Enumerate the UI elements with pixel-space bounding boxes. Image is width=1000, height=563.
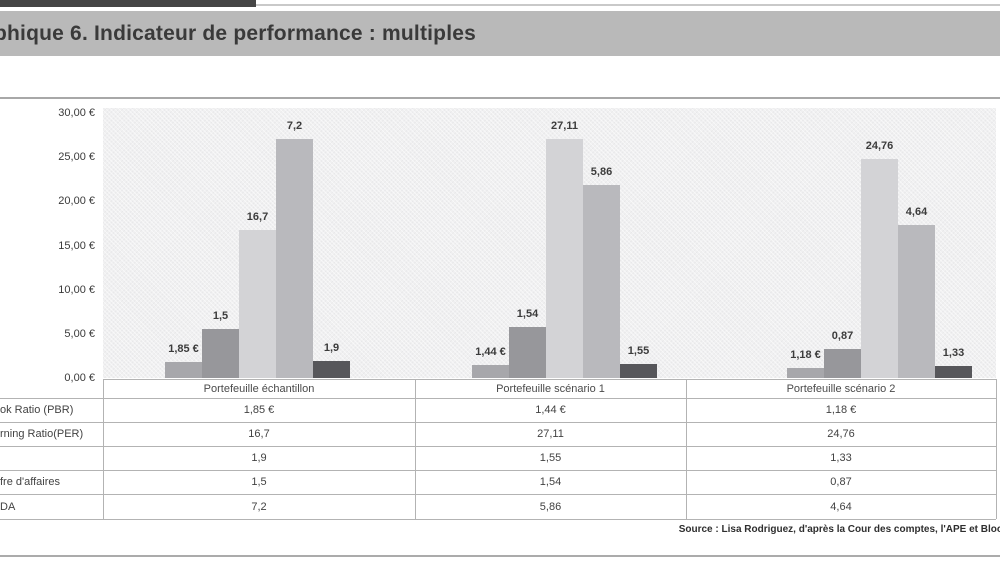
bar-s4-group1	[276, 139, 313, 378]
table-row-label: fre d'affaires	[0, 476, 60, 488]
table-row-label: rning Ratio(PER)	[0, 428, 84, 440]
bar-value-label: 16,7	[246, 211, 269, 223]
table-value-cell: 1,85 €	[243, 404, 275, 416]
chart-title: phique 6. Indicateur de performance : mu…	[0, 22, 476, 45]
top-rule	[0, 4, 1000, 6]
table-border-h	[0, 446, 996, 447]
bar-s5-group1	[313, 361, 350, 378]
bar-s4-group2	[583, 185, 620, 378]
table-row-label: DA	[0, 501, 16, 513]
source-caption: Source : Lisa Rodriguez, d'après la Cour…	[678, 524, 1000, 535]
plot-area: 1,85 € 1,5 16,7 7,2 1,9 1,44 € 1,54 27,11 5,86 1,…	[103, 108, 996, 378]
y-axis-tick-label: 5,00 €	[64, 327, 95, 340]
table-value-cell: 0,87	[830, 476, 852, 488]
table-value-cell: 1,54	[539, 476, 562, 488]
table-value-cell: 1,18 €	[825, 404, 857, 416]
bar-s1-group1	[165, 362, 202, 378]
bar-value-label: 1,5	[212, 310, 229, 322]
table-value-cell: 1,9	[251, 452, 267, 464]
table-value-cell: 4,64	[830, 501, 852, 513]
bar-s3-group2	[546, 139, 583, 378]
bar-value-label: 1,33	[942, 347, 965, 359]
table-border-h	[0, 519, 996, 520]
bar-value-label: 1,85 €	[168, 343, 199, 355]
chart-title-bar: phique 6. Indicateur de performance : mu…	[0, 11, 1000, 56]
bar-value-label: 1,55	[627, 345, 650, 357]
bar-value-label: 5,86	[590, 166, 613, 178]
y-axis-tick-label: 25,00 €	[58, 151, 95, 164]
table-border-v	[996, 379, 997, 519]
bar-s5-group3	[935, 366, 972, 378]
table-value-cell: 7,2	[251, 501, 267, 513]
table-border-h	[0, 422, 996, 423]
bar-value-label: 1,54	[516, 308, 539, 320]
figure-top-rule	[0, 97, 1000, 99]
table-header-cell: Portefeuille scénario 2	[786, 383, 896, 395]
table-header-cell: Portefeuille échantillon	[203, 383, 315, 395]
y-axis-tick-label: 10,00 €	[58, 283, 95, 296]
table-border-v	[103, 379, 104, 519]
bar-value-label: 27,11	[551, 120, 578, 132]
bar-s2-group2	[509, 327, 546, 378]
table-value-cell: 27,11	[537, 428, 564, 440]
top-dark-strip	[0, 0, 256, 7]
table-row-label	[0, 447, 101, 470]
table-value-cell: 24,76	[827, 428, 855, 440]
bar-value-label: 0,87	[831, 330, 854, 342]
bar-value-label: 1,18 €	[790, 349, 821, 361]
bar-value-label: 1,44 €	[475, 346, 506, 358]
table-value-cell: 1,33	[830, 452, 852, 464]
table-header-cell: Portefeuille scénario 1	[496, 383, 605, 395]
bar-s3-group3	[861, 159, 898, 378]
table-border-h	[0, 470, 996, 471]
bar-s2-group3	[824, 349, 861, 378]
table-border-v	[686, 379, 687, 519]
table-border-top	[103, 379, 996, 380]
bar-s5-group2	[620, 364, 657, 378]
table-border-h	[0, 494, 996, 495]
y-axis-tick-label: 15,00 €	[58, 239, 95, 252]
bar-s1-group2	[472, 365, 509, 378]
table-value-cell: 1,5	[251, 476, 267, 488]
table-value-cell: 5,86	[539, 501, 562, 513]
y-axis-tick-label: 20,00 €	[58, 195, 95, 208]
table-row-label: ok Ratio (PBR)	[0, 404, 74, 416]
bar-s3-group1	[239, 230, 276, 378]
bar-value-label: 4,64	[905, 206, 928, 218]
table-border-v	[415, 379, 416, 519]
bar-value-label: 24,76	[865, 140, 894, 152]
bar-s1-group3	[787, 368, 824, 378]
table-value-cell: 16,7	[248, 428, 270, 440]
bar-s2-group1	[202, 329, 239, 378]
table-border-h	[0, 398, 996, 399]
table-value-cell: 1,55	[539, 452, 562, 464]
bar-value-label: 1,9	[323, 342, 340, 354]
table-value-cell: 1,44 €	[535, 404, 566, 416]
bar-s4-group3	[898, 225, 935, 378]
bar-value-label: 7,2	[286, 120, 303, 132]
figure-bottom-rule	[0, 555, 1000, 557]
y-axis-tick-label: 0,00 €	[64, 372, 95, 384]
y-axis-tick-label: 30,00 €	[58, 107, 95, 119]
